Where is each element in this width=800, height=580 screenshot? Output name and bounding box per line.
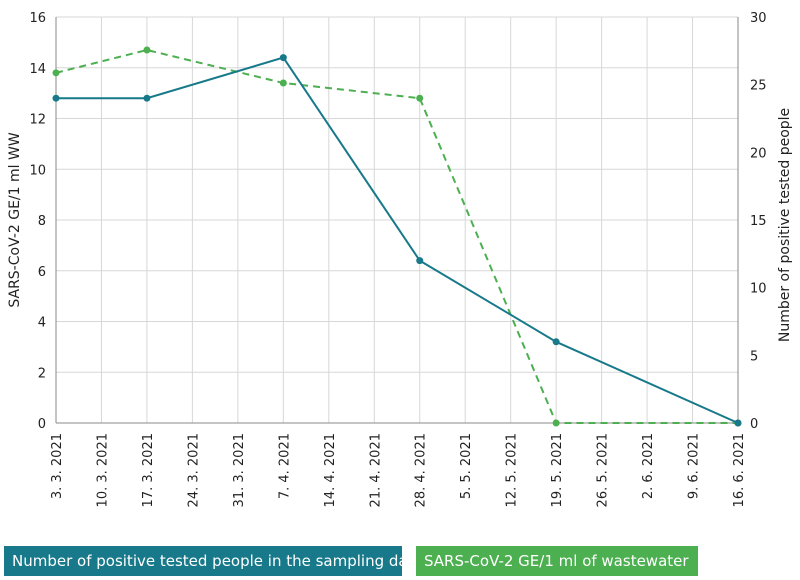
x-tick-label: 31. 3. 2021: [232, 433, 247, 507]
left-y-tick-label: 2: [38, 366, 46, 381]
series-point-1: [552, 419, 560, 427]
left-y-tick-label: 12: [29, 113, 46, 128]
x-tick-label: 14. 4. 2021: [323, 433, 338, 507]
left-y-tick-label: 16: [29, 11, 46, 26]
x-tick-label: 2. 6. 2021: [641, 433, 656, 499]
series-point-1: [52, 69, 60, 77]
grid: [55, 16, 739, 424]
x-tick-label: 24. 3. 2021: [186, 433, 201, 507]
series-point-1: [279, 79, 287, 87]
x-tick-label: 28. 4. 2021: [414, 433, 429, 507]
series-line-0: [56, 56, 739, 424]
x-tick-label: 17. 3. 2021: [141, 433, 156, 507]
x-tick-label: 5. 5. 2021: [459, 433, 474, 499]
x-tick-label: 12. 5. 2021: [505, 433, 520, 507]
series-layer: [52, 46, 742, 427]
left-y-tick-label: 8: [38, 214, 46, 229]
line-chart: 3. 3. 2021 10. 3. 2021 17. 3. 2021 24. 3. 2…: [7, 11, 793, 507]
left-y-tick-label: 6: [38, 265, 46, 280]
right-y-tick-label: 20: [750, 146, 767, 161]
right-y-tick-label: 10: [750, 282, 767, 297]
series-point-0: [552, 338, 560, 346]
x-tick-label: 21. 4. 2021: [368, 433, 383, 507]
right-y-tick-label: 5: [750, 349, 758, 364]
right-y-axis-title: Number of positive tested people: [777, 108, 793, 342]
left-y-tick-label: 4: [38, 316, 46, 331]
legend-item-positive-tested: Number of positive tested people in the …: [4, 546, 416, 576]
right-y-tick-label: 15: [750, 214, 767, 229]
x-tick-label: 3. 3. 2021: [50, 433, 65, 499]
x-tick-label: 26. 5. 2021: [596, 433, 611, 507]
x-tick-label: 10. 3. 2021: [95, 433, 110, 507]
series-point-1: [416, 94, 424, 102]
x-tick-label: 9. 6. 2021: [687, 433, 702, 499]
series-point-0: [416, 257, 424, 265]
left-y-axis-ticks: 0 2 4 6 8 10 12 14 16: [29, 11, 46, 432]
right-y-tick-label: 30: [750, 11, 767, 26]
right-y-tick-label: 25: [750, 79, 767, 94]
left-y-axis-title: SARS-CoV-2 GE/1 ml WW: [7, 132, 23, 307]
left-y-tick-label: 0: [38, 417, 46, 432]
legend-item-wastewater: SARS-CoV-2 GE/1 ml of wastewater: [416, 546, 698, 576]
x-tick-label: 19. 5. 2021: [550, 433, 565, 507]
series-point-0: [143, 94, 151, 102]
series-point-0: [279, 54, 287, 62]
left-y-tick-label: 14: [29, 62, 46, 77]
x-tick-label: 7. 4. 2021: [277, 433, 292, 499]
right-y-axis-ticks: 0 5 10 15 20 25 30: [750, 11, 767, 432]
series-line-1: [55, 48, 738, 424]
right-y-tick-label: 0: [750, 417, 758, 432]
series-point-0: [52, 94, 60, 102]
x-tick-label: 16. 6. 2021: [732, 433, 747, 507]
series-point-0: [734, 419, 742, 427]
left-y-tick-label: 10: [29, 163, 46, 178]
x-axis-ticks: 3. 3. 2021 10. 3. 2021 17. 3. 2021 24. 3. 2…: [50, 433, 747, 507]
series-point-1: [143, 46, 151, 54]
